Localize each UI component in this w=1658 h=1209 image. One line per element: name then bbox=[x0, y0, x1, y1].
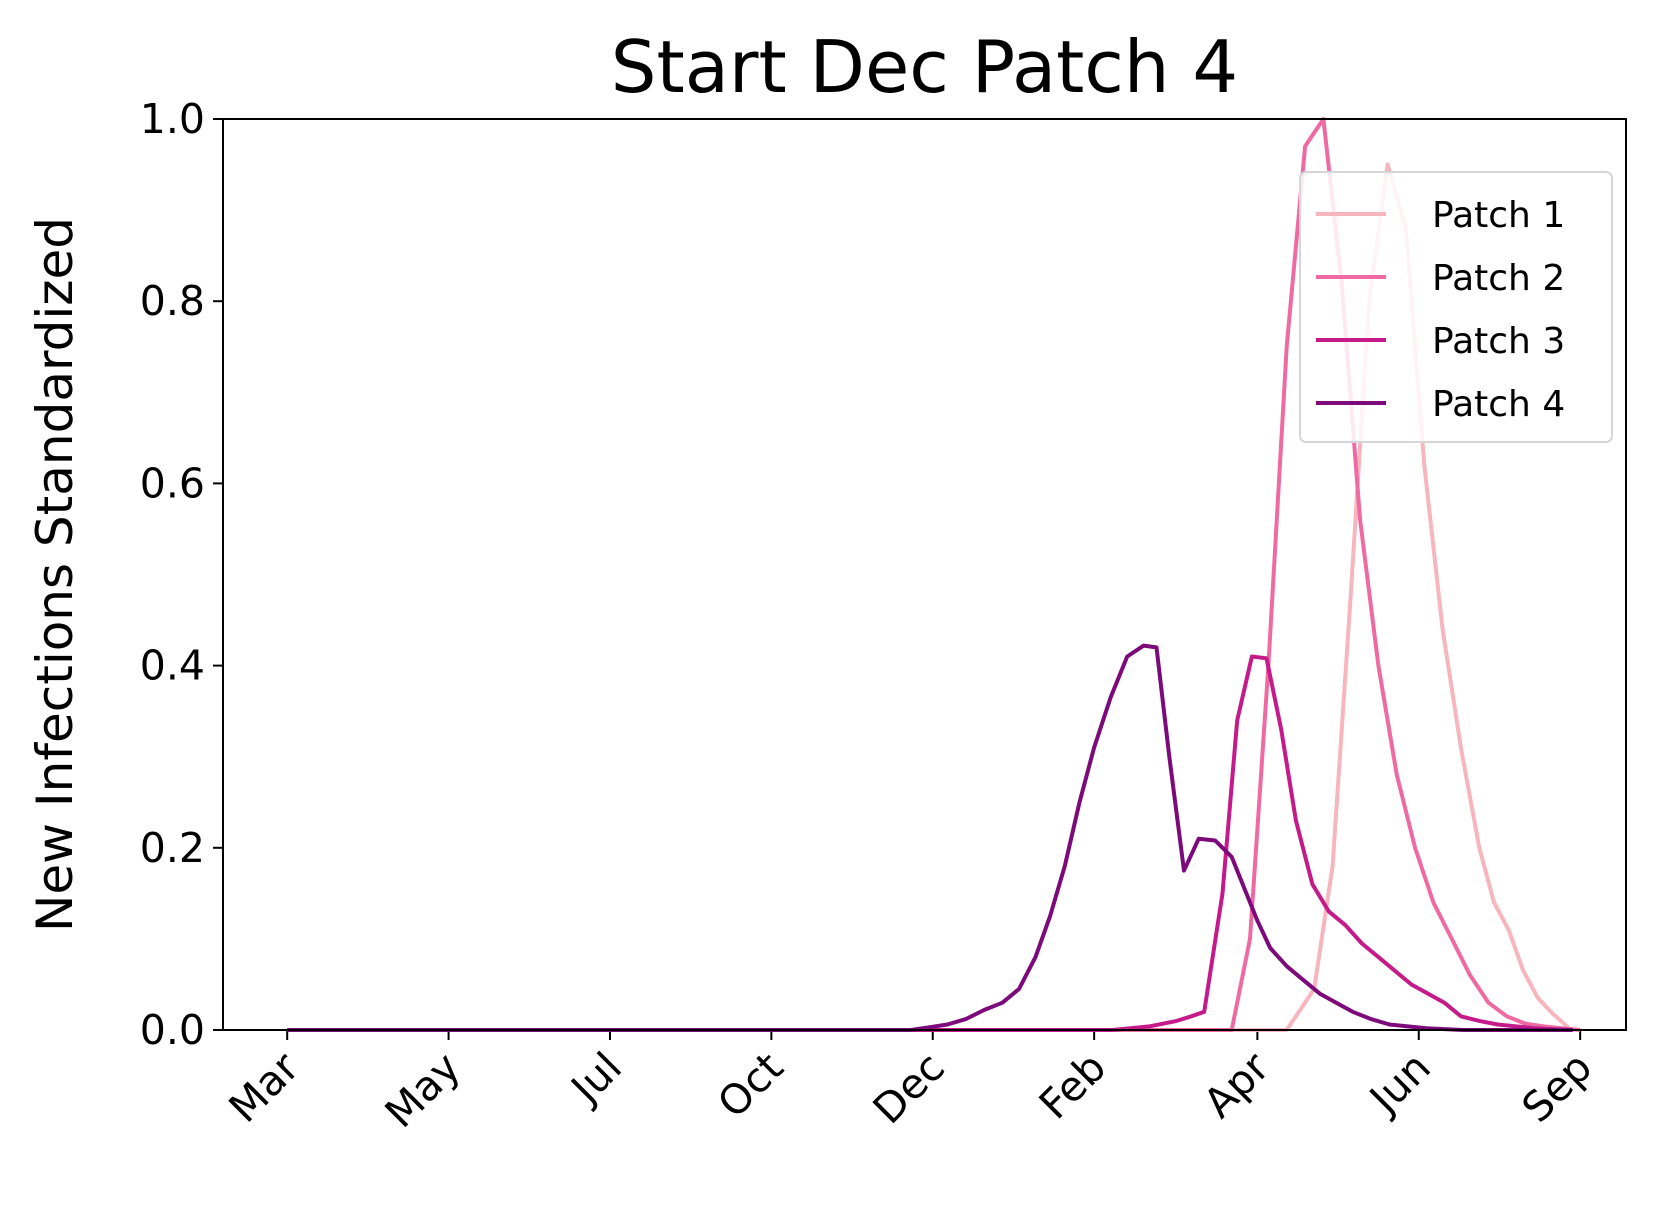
legend-label: Patch 2 bbox=[1432, 258, 1565, 299]
y-axis-label: New Infections Standardized bbox=[26, 217, 84, 932]
plot-frame bbox=[222, 118, 1627, 1031]
series-line-patch-3 bbox=[287, 654, 1572, 1032]
y-tick-label: 1.0 bbox=[140, 95, 205, 143]
legend-label: Patch 1 bbox=[1432, 195, 1565, 236]
y-tick-label: 0.6 bbox=[140, 459, 205, 507]
series-line-patch-2 bbox=[287, 117, 1581, 1032]
y-tick-label: 0.8 bbox=[140, 277, 205, 325]
series-line-patch-1 bbox=[287, 162, 1573, 1032]
y-tick-label: 0.4 bbox=[140, 642, 205, 690]
y-tick-label: 0.2 bbox=[140, 824, 205, 872]
legend: Patch 1 Patch 2 Patch 3 Patch 4 bbox=[1299, 171, 1613, 443]
legend-label: Patch 3 bbox=[1432, 321, 1565, 362]
chart-title: Start Dec Patch 4 bbox=[611, 25, 1238, 109]
y-axis: 0.0 0.2 0.4 0.6 0.8 1.0 bbox=[140, 95, 223, 1054]
legend-label: Patch 4 bbox=[1432, 384, 1565, 425]
y-tick-label: 0.0 bbox=[140, 1006, 205, 1054]
legend-box bbox=[1299, 171, 1613, 443]
